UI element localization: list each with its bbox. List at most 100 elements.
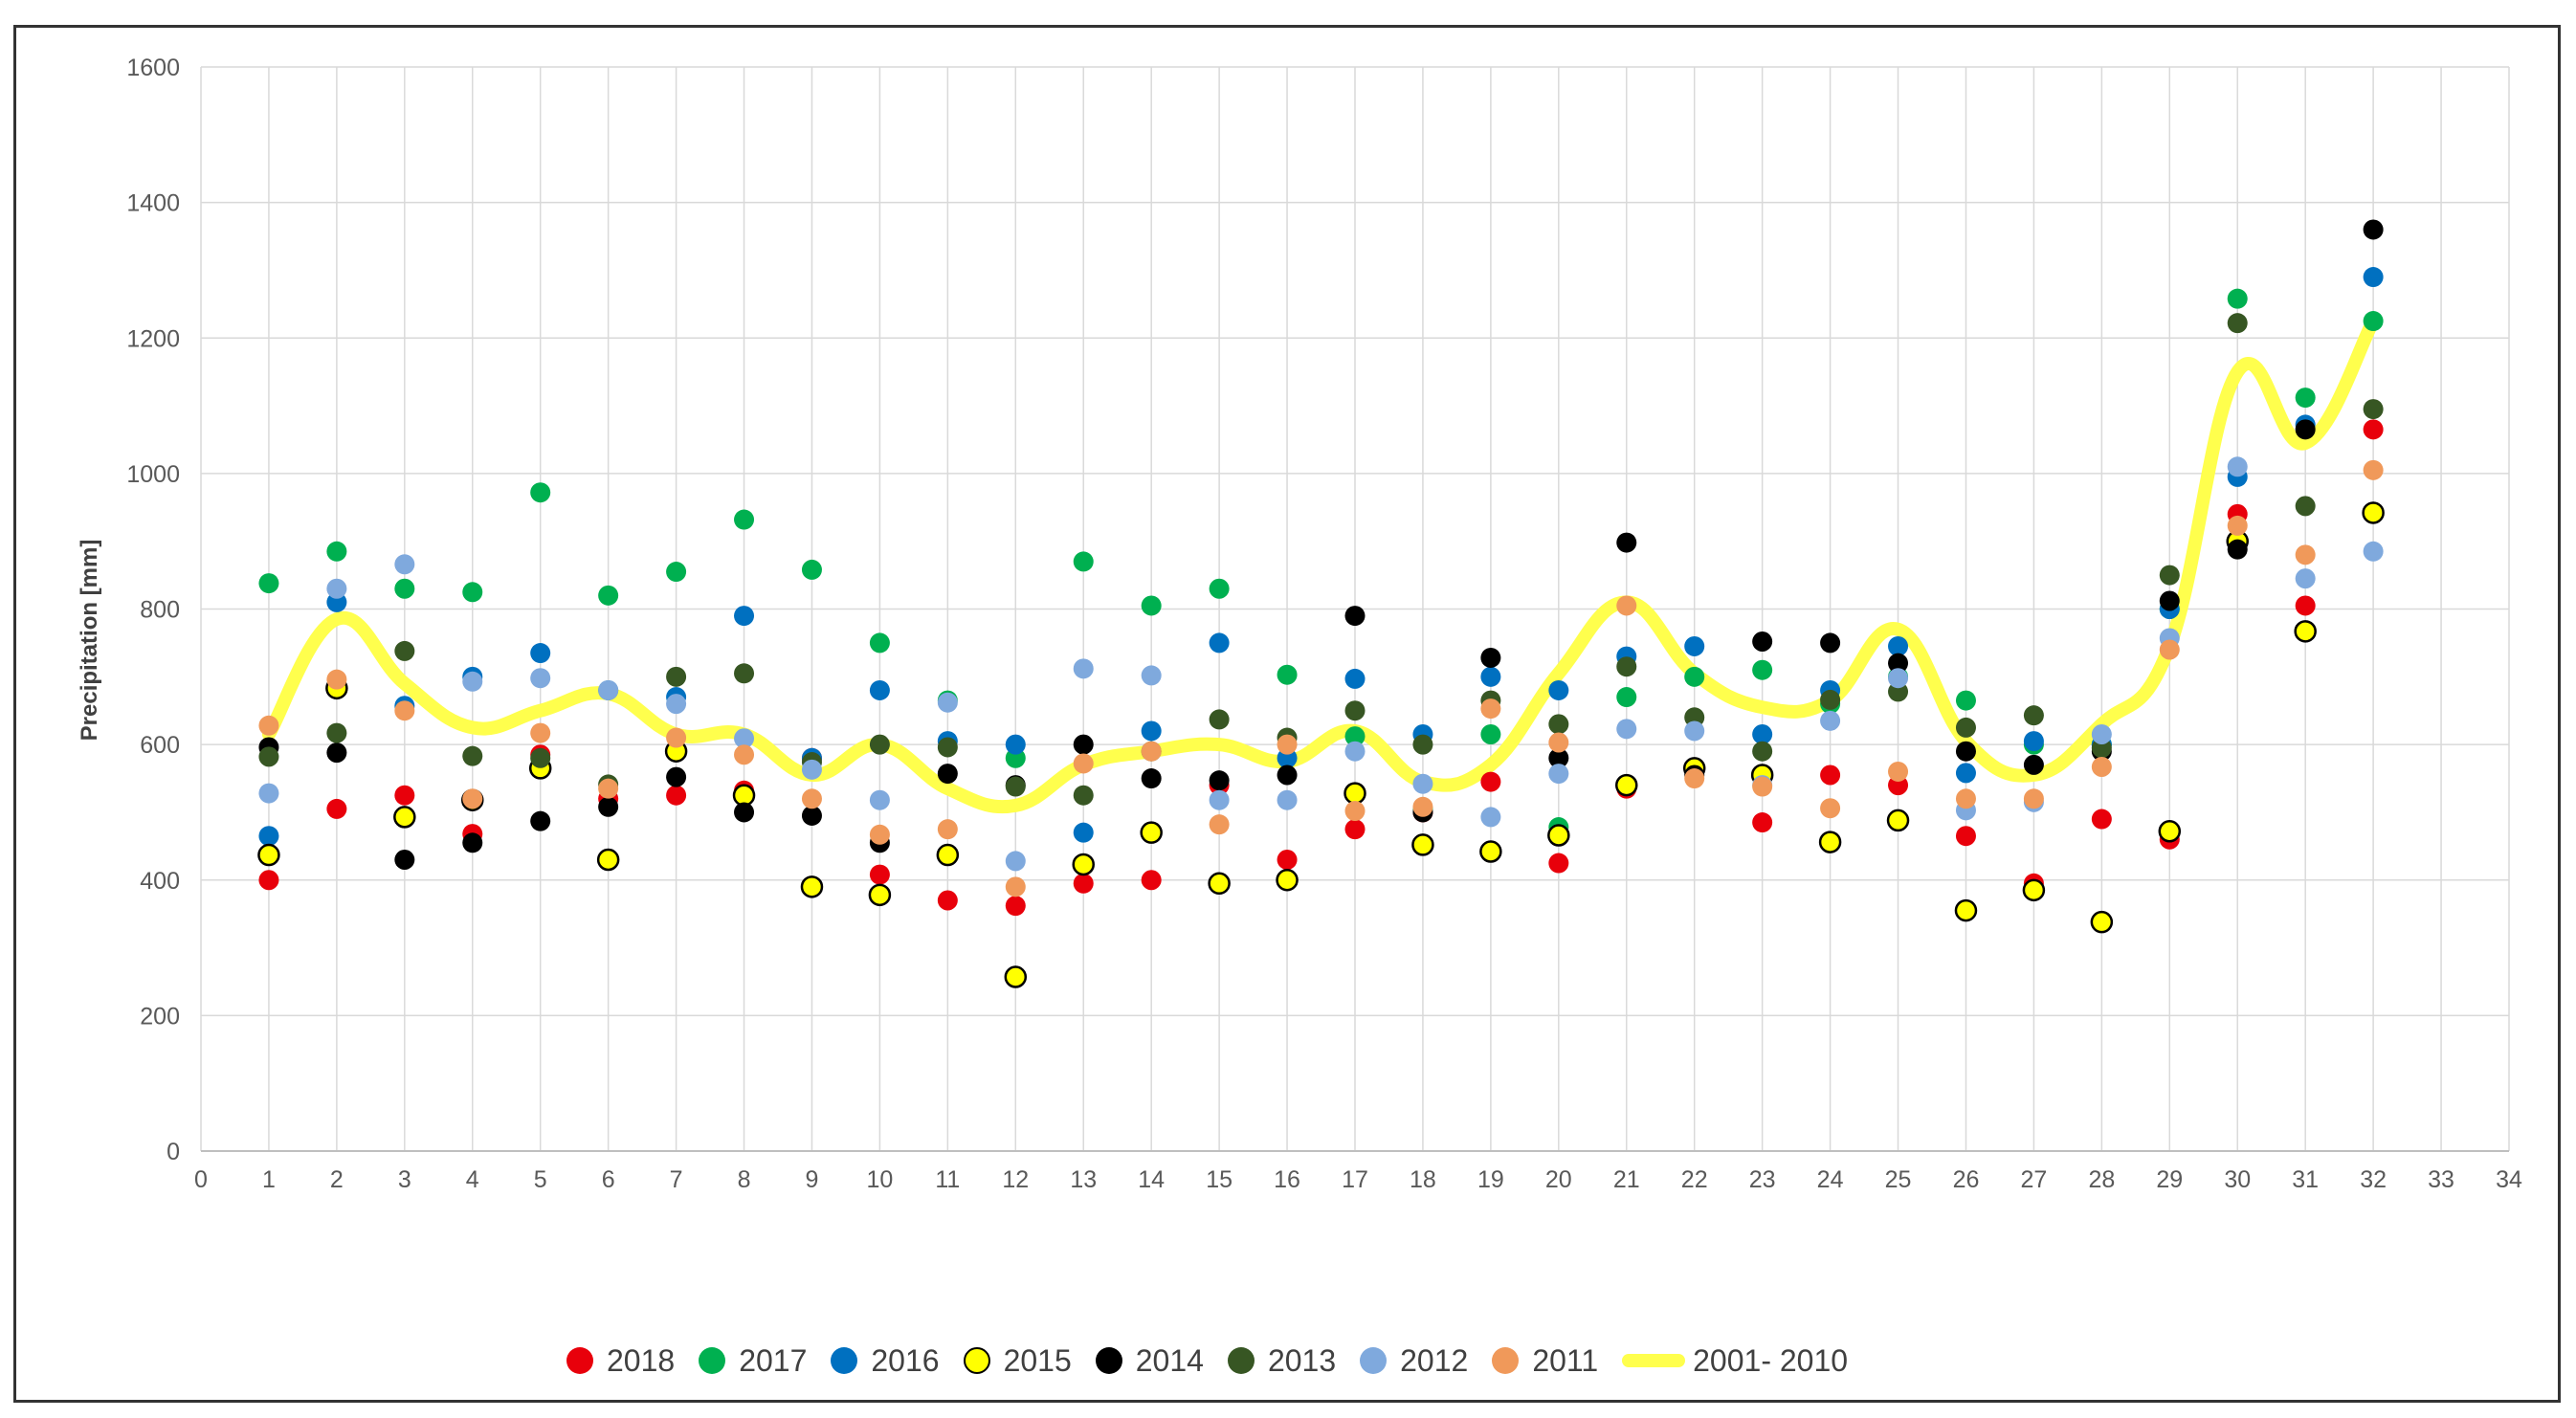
point-2012 [1820, 710, 1841, 731]
point-2016 [1888, 635, 1909, 656]
legend-item-2013: 2013 [1227, 1343, 1336, 1379]
x-tick-label: 4 [466, 1166, 479, 1193]
point-2013 [258, 746, 279, 767]
point-2013 [734, 663, 755, 684]
point-2015 [1004, 965, 1028, 988]
point-2012 [530, 668, 551, 689]
point-2016 [1344, 668, 1366, 689]
point-2012 [1412, 773, 1433, 794]
point-2014 [1209, 770, 1230, 791]
point-2016 [258, 826, 279, 847]
point-2013 [2023, 705, 2044, 726]
point-2012 [937, 692, 958, 713]
point-2012 [1684, 720, 1705, 742]
point-2014 [1277, 764, 1298, 786]
x-tick-label: 18 [1410, 1166, 1436, 1193]
point-2017 [801, 559, 822, 580]
point-2013 [1005, 776, 1026, 797]
point-2011 [734, 744, 755, 765]
point-2015 [2362, 501, 2385, 524]
point-2013 [1955, 717, 1976, 738]
point-2013 [462, 745, 483, 766]
point-2011 [1616, 595, 1637, 616]
point-2014 [2159, 590, 2180, 611]
point-2017 [462, 582, 483, 603]
point-2017 [1344, 726, 1366, 747]
point-2014 [1888, 653, 1909, 674]
point-2015 [393, 806, 416, 829]
legend-marker-swatch [1360, 1347, 1388, 1374]
point-2011 [801, 788, 822, 809]
point-2012 [1005, 851, 1026, 872]
point-2014 [1344, 606, 1366, 627]
point-2018 [258, 870, 279, 891]
point-2017 [1141, 595, 1162, 616]
point-2015 [1344, 782, 1366, 805]
point-2013 [666, 666, 687, 687]
x-tick-label: 9 [806, 1166, 819, 1193]
point-2012 [1616, 719, 1637, 740]
legend-label: 2012 [1400, 1342, 1469, 1378]
x-tick-label: 21 [1613, 1166, 1640, 1193]
point-2017 [1616, 687, 1637, 708]
point-2018 [2091, 809, 2112, 830]
legend-marker-swatch [963, 1347, 990, 1374]
x-tick-label: 2 [330, 1166, 344, 1193]
legend-item-2014: 2014 [1095, 1343, 1204, 1379]
x-tick-label: 15 [1206, 1166, 1232, 1193]
chart-frame: 0 1 2 3 4 5 6 7 8 9 10 11 12 13 14 15 16 17 18 19 20 21 22 23 24… [13, 25, 2561, 1403]
legend-line-swatch [1622, 1354, 1686, 1367]
point-2011 [869, 824, 890, 845]
point-2018 [394, 785, 415, 806]
x-tick-label: 6 [602, 1166, 615, 1193]
point-2014 [1141, 768, 1162, 789]
point-2011 [530, 722, 551, 743]
point-2013 [1412, 734, 1433, 755]
point-2018 [666, 785, 687, 806]
point-2015 [2090, 910, 2114, 934]
point-2012 [2295, 568, 2316, 589]
legend-marker-swatch [699, 1347, 726, 1374]
point-2011 [1005, 876, 1026, 897]
point-2011 [1073, 753, 1094, 774]
point-2011 [1888, 761, 1909, 782]
point-2014 [2295, 419, 2316, 440]
point-2013 [869, 734, 890, 755]
point-2018 [1344, 819, 1366, 840]
point-2011 [462, 788, 483, 809]
point-2018 [1752, 812, 1773, 833]
point-2011 [2091, 756, 2112, 777]
point-2011 [258, 715, 279, 736]
precipitation-chart: 0 1 2 3 4 5 6 7 8 9 10 11 12 13 14 15 16 17 18 19 20 21 22 23 24… [77, 55, 2522, 1193]
x-tick-label: 24 [1817, 1166, 1844, 1193]
point-2015 [1276, 869, 1299, 892]
point-2011 [2159, 639, 2180, 660]
point-2014 [2227, 539, 2248, 560]
point-2012 [734, 728, 755, 749]
point-2016 [1141, 720, 1162, 742]
point-2015 [1818, 831, 1842, 853]
x-tick-label: 17 [1342, 1166, 1368, 1193]
legend-item-2012: 2012 [1360, 1343, 1468, 1379]
point-2015 [936, 843, 960, 867]
point-2012 [2363, 541, 2384, 562]
point-2011 [2023, 788, 2044, 809]
point-2017 [734, 509, 755, 530]
point-2018 [1480, 771, 1501, 792]
x-tick-label: 32 [2360, 1166, 2387, 1193]
y-tick-label: 600 [140, 732, 180, 759]
point-2017 [1955, 690, 1976, 711]
x-tick-label: 5 [534, 1166, 547, 1193]
point-2017 [1277, 664, 1298, 685]
legend-item-2015: 2015 [963, 1343, 1072, 1379]
point-2012 [394, 554, 415, 575]
point-2018 [1073, 873, 1094, 894]
point-2016 [869, 679, 890, 700]
point-2018 [869, 864, 890, 885]
legend-item-2017: 2017 [699, 1343, 807, 1379]
y-tick-label: 0 [167, 1139, 180, 1165]
point-2018 [2295, 595, 2316, 616]
point-2016 [1752, 724, 1773, 745]
point-2014 [394, 850, 415, 871]
point-2013 [2363, 399, 2384, 420]
